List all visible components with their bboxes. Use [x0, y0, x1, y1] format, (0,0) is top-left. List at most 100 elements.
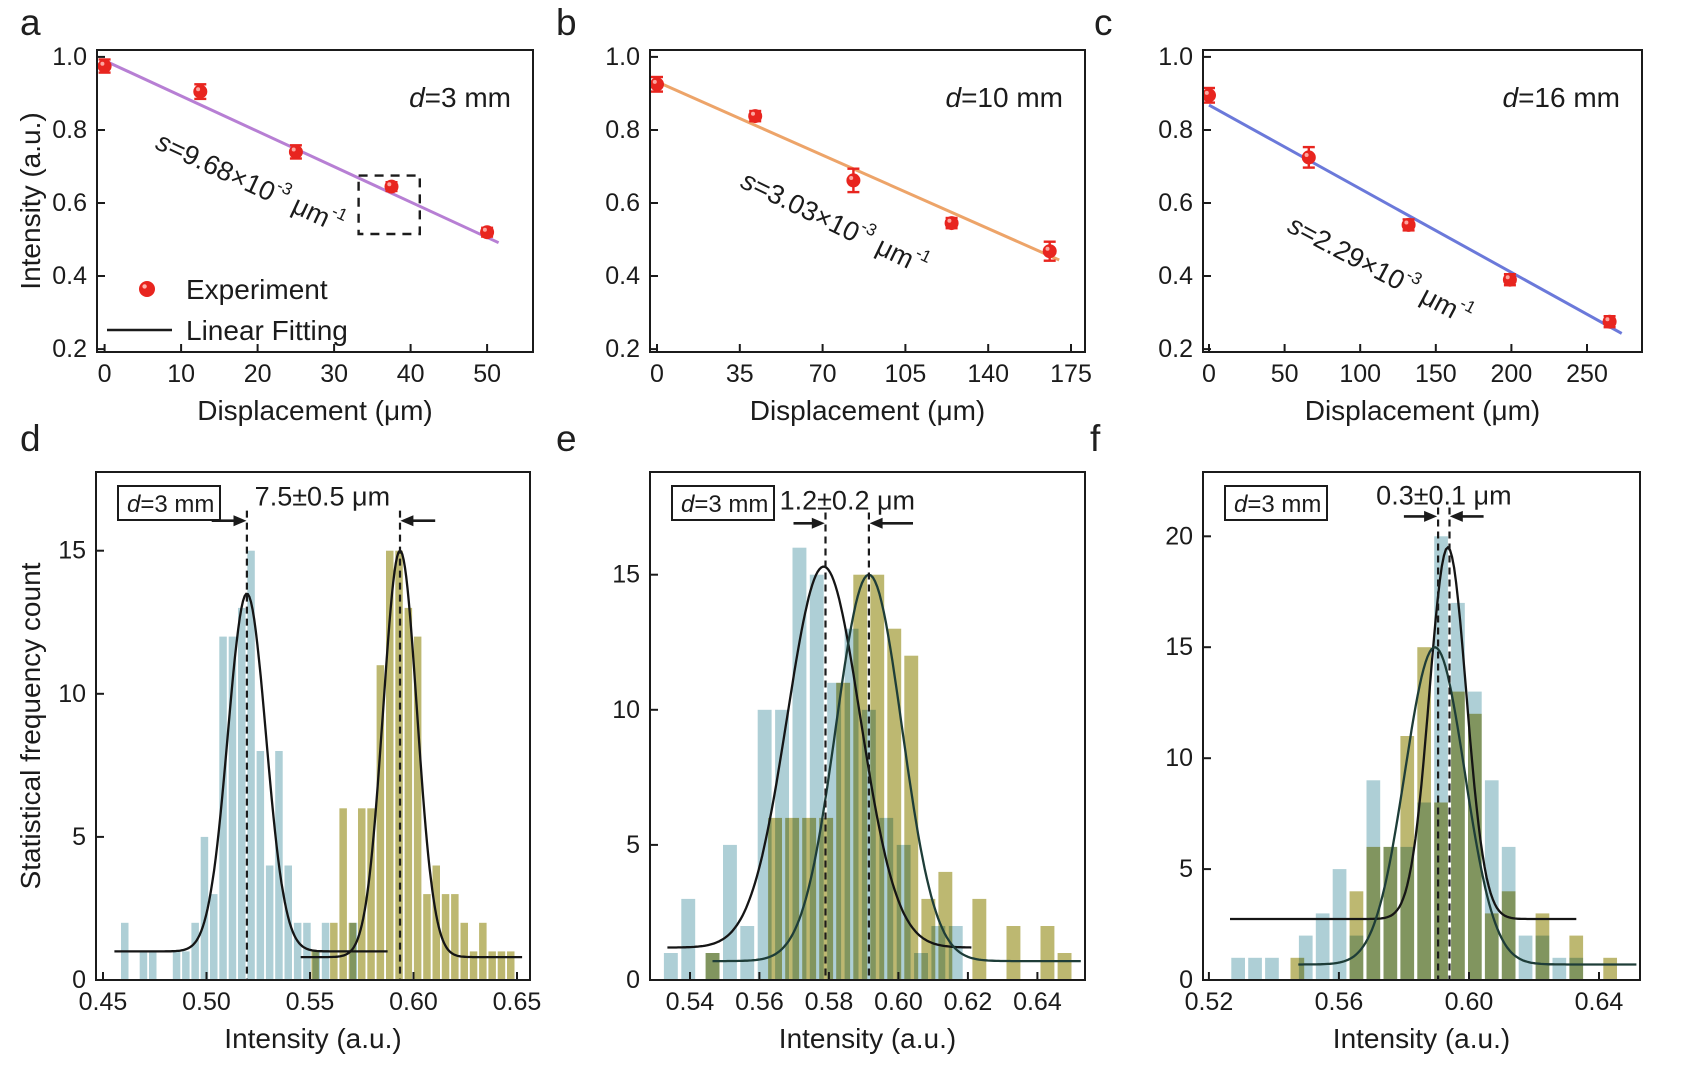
y-tick-label: 0.2: [605, 335, 640, 363]
data-point: [1202, 88, 1216, 103]
x-tick-label: 0: [98, 360, 112, 388]
data-point-highlight: [196, 87, 201, 92]
data-point: [97, 59, 112, 74]
experiment-points: [97, 58, 495, 240]
data-point-highlight: [1404, 220, 1409, 225]
histogram-bar: [844, 628, 859, 980]
histogram-bar: [1484, 780, 1499, 980]
histogram-bar: [441, 894, 450, 980]
gaussian-fit-curve: [300, 549, 523, 959]
y-tick-label: 0.8: [605, 116, 640, 144]
legend-marker-point: [139, 281, 155, 297]
histogram-bar: [1552, 957, 1567, 980]
legend-marker-highlight: [142, 284, 147, 289]
y-tick-label: 0.6: [52, 189, 87, 217]
separation-arrowhead: [869, 517, 883, 529]
x-tick-label: 0.56: [735, 988, 784, 1016]
histogram-bar: [1006, 926, 1021, 980]
x-tick-label: 0.45: [79, 988, 128, 1016]
y-tick-label: 10: [58, 680, 86, 708]
panel-f: 0.3±0.1 μm d=3 mm 0.52 0.56 0.60 0.64 0 5 10 15 20…: [1165, 471, 1641, 1054]
slope-annotation: s=9.68×10-3 μm-1: [151, 122, 350, 240]
distance-label-box: [671, 485, 775, 521]
axes-frame: [649, 471, 1086, 981]
x-axis-title: Intensity (a.u.): [1333, 1023, 1510, 1054]
histogram-bar: [479, 922, 487, 980]
panel-b: s=3.03×10-3 μm-1 d=10 mm 0 35 70 105 140 175 0.2…: [605, 43, 1092, 426]
y-axis-title: Statistical frequency count: [15, 562, 46, 889]
histogram-bar: [182, 951, 190, 980]
y-tick-label: 0.4: [52, 262, 87, 290]
data-point: [650, 77, 664, 92]
histogram-bar: [404, 607, 413, 980]
axes-frame: [96, 49, 534, 353]
x-tick-label: 0.62: [944, 988, 993, 1016]
histogram-bar: [809, 574, 824, 980]
data-point-highlight: [652, 79, 657, 84]
data-point: [288, 144, 303, 159]
histogram-bar: [1417, 802, 1431, 980]
data-point-highlight: [1045, 246, 1050, 251]
histogram-bar: [1451, 602, 1465, 980]
data-point: [1502, 272, 1517, 287]
data-point: [384, 179, 399, 194]
panel-letter-f: f: [1090, 418, 1101, 459]
x-axis-title: Displacement (μm): [197, 395, 433, 426]
data-point-highlight: [751, 111, 755, 116]
displaced-histogram: [1231, 536, 1584, 980]
gaussian-fit-curve: [667, 565, 972, 949]
x-tick-label: 10: [167, 360, 195, 388]
histogram-bar: [149, 951, 157, 980]
histogram-bar: [172, 951, 181, 980]
data-point: [944, 216, 959, 231]
x-tick-label: 0.65: [493, 988, 542, 1016]
x-tick-label: 105: [885, 360, 927, 388]
x-tick-label: 30: [320, 360, 348, 388]
histogram-bar: [247, 550, 255, 980]
distance-label: d=3 mm: [409, 82, 511, 113]
histogram-bar: [339, 808, 347, 980]
histogram-bar: [740, 926, 755, 980]
legend-label: Linear Fitting: [186, 315, 348, 346]
x-tick-label: 175: [1050, 360, 1092, 388]
panel-letter-c: c: [1094, 2, 1113, 43]
y-tick-label: 15: [58, 537, 86, 565]
x-tick-label: 0.60: [1445, 988, 1494, 1016]
linear-fit-line: [1208, 103, 1623, 335]
y-tick-label: 0.6: [1158, 189, 1193, 217]
data-point-highlight: [291, 147, 296, 152]
histogram-bar: [1518, 935, 1533, 980]
y-axis-title: Intensity (a.u.): [15, 112, 46, 289]
histogram-bar: [1248, 957, 1262, 980]
histogram-bar: [723, 844, 737, 980]
histogram-bar: [914, 953, 928, 980]
data-point-highlight: [849, 176, 854, 180]
data-point: [846, 173, 861, 188]
distance-label-box: [1224, 485, 1328, 521]
y-tick-label: 0: [1179, 966, 1193, 994]
separation-arrowhead: [1424, 510, 1438, 522]
panel-e: 1.2±0.2 μm d=3 mm 0.54 0.56 0.58 0.60 0.62 0.64…: [612, 471, 1086, 1054]
separation-arrowhead: [400, 515, 414, 527]
histogram-bar: [879, 817, 894, 980]
x-tick-label: 0.64: [1575, 988, 1624, 1016]
x-axis-title: Displacement (μm): [1305, 395, 1541, 426]
data-point-highlight: [482, 227, 487, 232]
histogram-bar: [265, 865, 274, 980]
slope-annotation: s=2.29×10-3 μm-1: [1283, 205, 1479, 332]
experiment-points: [650, 75, 1057, 262]
x-tick-label: 250: [1566, 360, 1608, 388]
separation-value-label: 0.3±0.1 μm: [1376, 480, 1511, 510]
histogram-bar: [1231, 957, 1245, 980]
data-point: [1301, 150, 1316, 165]
histogram-bar: [460, 922, 468, 980]
y-tick-label: 15: [1165, 633, 1193, 661]
x-tick-label: 35: [726, 360, 754, 388]
histogram-bar: [238, 607, 246, 980]
x-tick-label: 0.60: [389, 988, 438, 1016]
histogram-bar: [1040, 926, 1055, 980]
histogram-bar: [451, 894, 459, 980]
separation-value-label: 1.2±0.2 μm: [780, 485, 915, 515]
data-point: [748, 109, 763, 124]
